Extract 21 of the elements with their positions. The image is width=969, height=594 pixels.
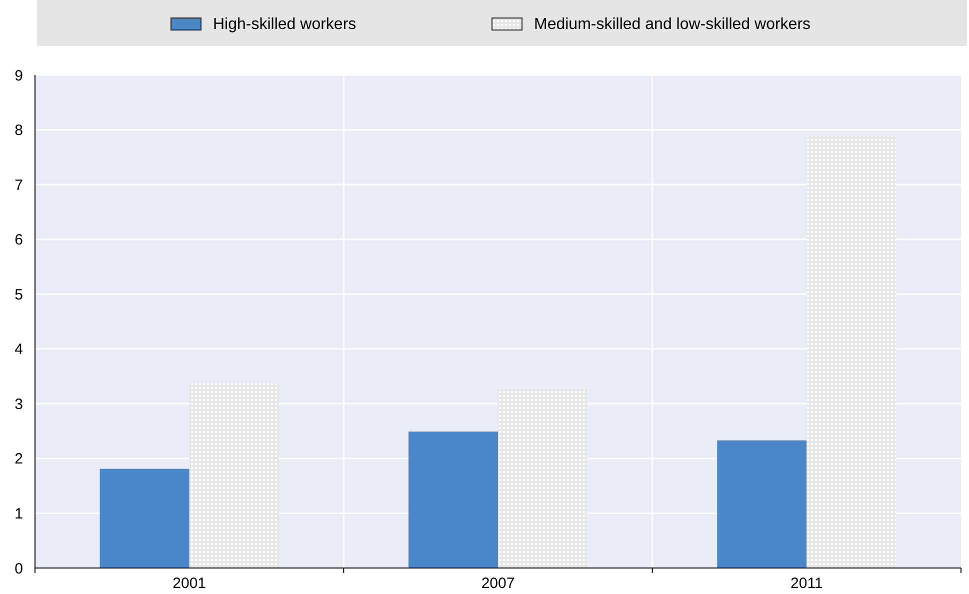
y-tick-label: 0 <box>14 560 23 578</box>
y-tick-label: 6 <box>14 232 23 249</box>
y-tick-label: 4 <box>14 341 23 358</box>
y-tick-label: 8 <box>14 122 23 140</box>
bar <box>717 440 807 568</box>
legend-label: High-skilled workers <box>213 16 356 33</box>
x-tick-label: 2007 <box>481 575 515 592</box>
x-tick-label: 2011 <box>790 575 823 592</box>
legend-label: Medium-skilled and low-skilled workers <box>534 16 811 33</box>
x-tick-label: 2001 <box>172 575 206 592</box>
y-tick-label: 1 <box>14 505 23 522</box>
bar <box>498 388 588 568</box>
y-tick-label: 5 <box>14 286 23 304</box>
y-tick-label: 9 <box>14 67 23 84</box>
y-tick-label: 2 <box>14 450 23 468</box>
y-tick-label: 7 <box>14 176 23 194</box>
bar <box>408 432 498 568</box>
bar <box>100 468 190 568</box>
y-tick-label: 3 <box>14 396 23 413</box>
bar <box>806 136 896 568</box>
bar <box>189 383 279 568</box>
